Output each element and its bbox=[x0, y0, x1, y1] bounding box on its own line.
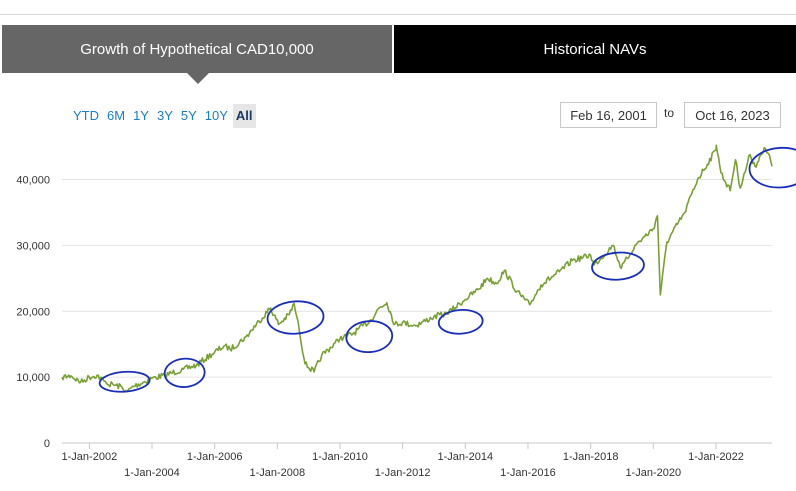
x-tick-label: 1-Jan-2006 bbox=[187, 451, 243, 463]
range-button-6m[interactable]: 6M bbox=[107, 108, 126, 123]
x-tick-label: 1-Jan-2022 bbox=[688, 451, 744, 463]
date-from-input[interactable]: Feb 16, 2001 bbox=[560, 102, 657, 128]
tab-bar: Growth of Hypothetical CAD10,000 Histori… bbox=[2, 25, 796, 84]
annotation-circle bbox=[748, 146, 796, 189]
y-tick-label: 10,000 bbox=[16, 372, 50, 384]
x-tick-label: 1-Jan-2018 bbox=[563, 451, 619, 463]
annotation-circle bbox=[591, 251, 645, 281]
tab-historical-navs[interactable]: Historical NAVs bbox=[394, 25, 796, 73]
range-button-5y[interactable]: 5Y bbox=[180, 108, 197, 123]
tab-growth[interactable]: Growth of Hypothetical CAD10,000 bbox=[2, 25, 392, 84]
annotation-circle bbox=[345, 320, 394, 354]
y-tick-label: 0 bbox=[44, 438, 50, 450]
annotation-circle bbox=[437, 308, 484, 335]
top-divider bbox=[0, 14, 796, 15]
y-tick-label: 30,000 bbox=[16, 240, 50, 252]
date-to-input[interactable]: Oct 16, 2023 bbox=[684, 102, 781, 128]
range-selector: YTD 6M 1Y 3Y 5Y 10Y All bbox=[70, 104, 256, 128]
x-tick-label: 1-Jan-2010 bbox=[312, 451, 368, 463]
tab-historical-navs-label: Historical NAVs bbox=[543, 40, 647, 58]
x-tick-label: 1-Jan-2004 bbox=[124, 467, 180, 479]
date-separator: to bbox=[664, 106, 675, 120]
range-button-all[interactable]: All bbox=[232, 104, 256, 128]
x-tick-label: 1-Jan-2016 bbox=[500, 467, 556, 479]
range-button-ytd[interactable]: YTD bbox=[73, 108, 99, 123]
x-tick-label: 1-Jan-2012 bbox=[375, 467, 431, 479]
y-tick-label: 40,000 bbox=[16, 175, 50, 187]
annotation-circle bbox=[163, 357, 206, 388]
annotation-circle bbox=[98, 370, 151, 393]
tab-growth-label: Growth of Hypothetical CAD10,000 bbox=[80, 40, 314, 58]
x-tick-label: 1-Jan-2020 bbox=[625, 467, 681, 479]
annotation-circle bbox=[266, 300, 325, 335]
range-button-3y[interactable]: 3Y bbox=[156, 108, 173, 123]
x-tick-label: 1-Jan-2008 bbox=[249, 467, 305, 479]
x-tick-label: 1-Jan-2014 bbox=[438, 451, 494, 463]
range-button-1y[interactable]: 1Y bbox=[133, 108, 149, 123]
nav-series-line bbox=[61, 144, 773, 393]
y-tick-label: 20,000 bbox=[16, 306, 50, 318]
x-tick-label: 1-Jan-2002 bbox=[62, 451, 118, 463]
range-button-10y[interactable]: 10Y bbox=[204, 108, 228, 123]
